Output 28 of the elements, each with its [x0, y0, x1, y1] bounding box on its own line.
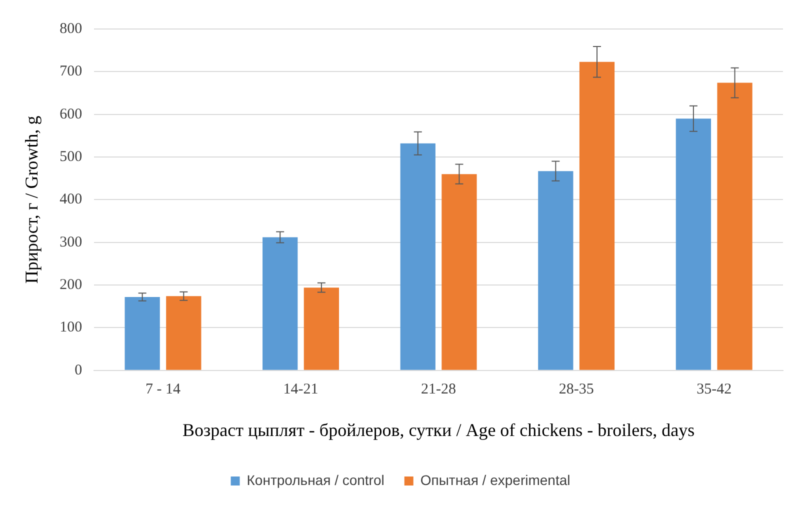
y-tick-label: 400 [60, 192, 82, 208]
bar [400, 143, 436, 370]
y-tick-label: 0 [74, 362, 82, 378]
bar [442, 174, 477, 370]
bar [717, 82, 752, 370]
y-tick-label: 600 [60, 106, 82, 122]
bar [304, 288, 340, 370]
x-axis-title: Возраст цыплят - бройлеров, сутки / Age of chickens - broilers, days [182, 420, 695, 440]
y-tick-label: 300 [60, 234, 82, 250]
x-tick-label: 14-21 [283, 381, 318, 398]
legend-label: Контрольная / control [246, 472, 384, 488]
bar [262, 237, 298, 370]
y-tick-label: 100 [60, 320, 82, 336]
y-tick-label: 500 [60, 148, 82, 165]
bar [676, 118, 712, 370]
bar [124, 297, 160, 370]
bar [166, 296, 202, 370]
legend-label: Опытная / experimental [420, 472, 570, 488]
y-axis-title: Прирост, г / Growth, g [22, 116, 42, 284]
bar [538, 171, 574, 370]
x-tick-label: 7 - 14 [145, 381, 181, 398]
y-tick-label: 200 [60, 276, 82, 293]
x-tick-label: 28-35 [558, 381, 594, 398]
y-tick-label: 700 [60, 64, 82, 80]
x-tick-label: 35-42 [696, 381, 732, 398]
bar [579, 62, 615, 370]
y-tick-label: 800 [60, 20, 82, 37]
x-tick-label: 21-28 [421, 381, 456, 398]
